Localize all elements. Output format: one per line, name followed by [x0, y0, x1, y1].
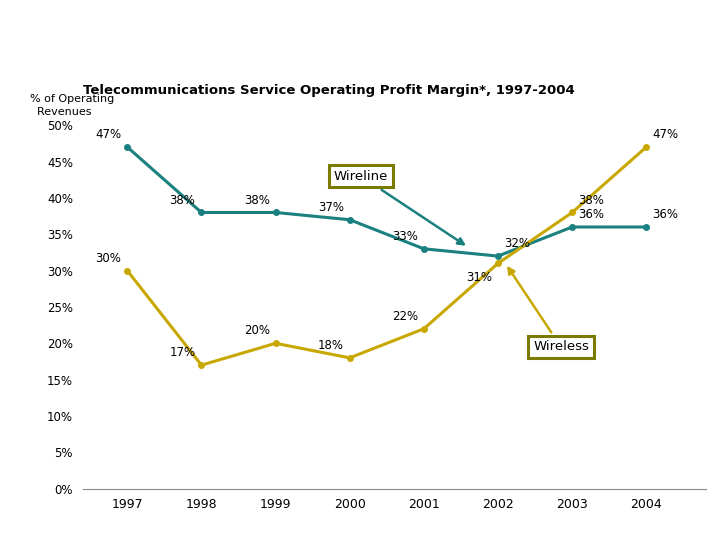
Text: 30%: 30% [96, 252, 122, 265]
Text: Telecommunications: Telecommunications [18, 19, 432, 53]
Text: 20%: 20% [243, 325, 269, 338]
Text: 32%: 32% [504, 237, 530, 250]
Text: 37%: 37% [318, 201, 343, 214]
Text: Revenues: Revenues [30, 107, 91, 117]
Text: Wireline: Wireline [333, 170, 464, 244]
Text: 38%: 38% [578, 194, 604, 207]
Text: Wireless: Wireless [508, 268, 589, 354]
Text: Telecommunications Service Operating Profit Margin*, 1997-2004: Telecommunications Service Operating Pro… [83, 84, 575, 97]
Text: 36%: 36% [652, 208, 678, 221]
Text: 47%: 47% [652, 128, 678, 141]
Text: 18%: 18% [318, 339, 343, 352]
Text: 47%: 47% [95, 128, 122, 141]
Text: 38%: 38% [170, 194, 196, 207]
Text: 36%: 36% [578, 208, 604, 221]
Text: 33%: 33% [392, 230, 418, 243]
Text: 17%: 17% [169, 346, 196, 359]
Text: Operating Margin, 1997-2004: Operating Margin, 1997-2004 [18, 62, 317, 80]
Text: % of Operating: % of Operating [30, 94, 114, 104]
Text: 31%: 31% [466, 271, 492, 284]
Text: 22%: 22% [392, 310, 418, 323]
Text: 38%: 38% [244, 194, 269, 207]
